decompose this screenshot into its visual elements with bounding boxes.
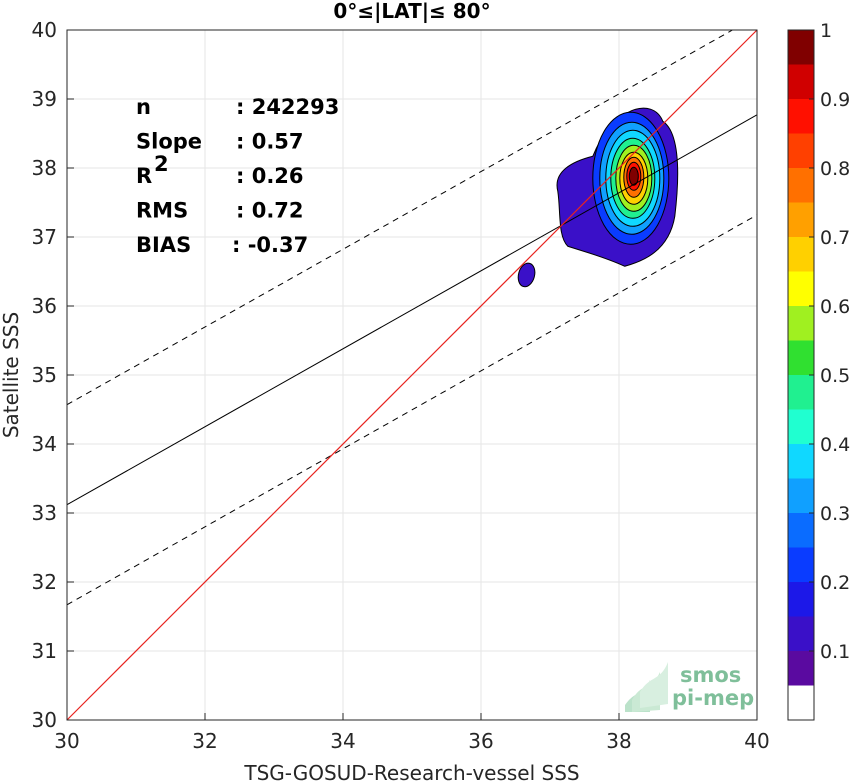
colorbar-segment	[788, 99, 814, 134]
smos-pi-mep-logo: smos pi-mep	[625, 662, 754, 712]
logo-line1: smos	[680, 663, 741, 687]
stat-label: BIAS	[136, 233, 191, 257]
y-axis-label: Satellite SSS	[0, 312, 23, 438]
stat-label: R	[136, 164, 152, 188]
y-tick-label: 36	[32, 294, 57, 318]
y-tick-label: 38	[32, 156, 57, 180]
x-tick-label: 34	[330, 729, 355, 753]
y-tick-label: 35	[32, 363, 57, 387]
colorbar-segment	[788, 375, 814, 410]
x-tick-label: 32	[192, 729, 217, 753]
colorbar-segment	[788, 168, 814, 203]
y-tick-label: 34	[32, 432, 57, 456]
x-tick-label: 36	[468, 729, 493, 753]
x-axis-label: TSG-GOSUD-Research-vessel SSS	[243, 761, 579, 784]
colorbar-tick-label: 0.9	[820, 89, 850, 111]
colorbar-segment	[788, 409, 814, 444]
stat-value: : -0.37	[232, 233, 308, 257]
y-tick-label: 39	[32, 87, 57, 111]
stat-superscript: 2	[154, 152, 169, 176]
colorbar-segment	[788, 133, 814, 168]
y-tick-label: 40	[32, 18, 57, 42]
stat-label: RMS	[136, 199, 188, 223]
stat-value: : 0.57	[236, 130, 304, 154]
colorbar-segment	[788, 64, 814, 99]
statistics-box: n : 242293 Slope : 0.57 R 2 : 0.26 RMS : 0.72 BIA…	[136, 95, 339, 257]
colorbar-segment	[788, 478, 814, 513]
colorbar-segment	[788, 685, 814, 720]
y-ticks: 30 31 32 33 34 35 36 37 38 39 40	[32, 18, 74, 732]
colorbar-segment	[788, 271, 814, 306]
colorbar-tick-label: 0.1	[820, 641, 850, 663]
colorbar-tick-label: 0.7	[820, 227, 850, 249]
colorbar-tick-label: 0.5	[820, 365, 850, 387]
y-tick-label: 30	[32, 708, 57, 732]
x-tick-label: 40	[744, 729, 769, 753]
colorbar-tick-label: 0.4	[820, 434, 850, 456]
density-small-blob	[517, 262, 536, 288]
colorbar-segment	[788, 340, 814, 375]
colorbar-segment	[788, 616, 814, 651]
colorbar-tick-label: 0.3	[820, 503, 850, 525]
colorbar-segment	[788, 306, 814, 341]
y-tick-label: 32	[32, 570, 57, 594]
colorbar-tick-label: 1	[820, 20, 832, 42]
colorbar-segment	[788, 237, 814, 272]
logo-waves-icon	[625, 662, 668, 712]
x-tick-label: 38	[606, 729, 631, 753]
stat-value: : 242293	[236, 95, 339, 119]
logo-line2: pi-mep	[672, 686, 754, 710]
stat-value: : 0.26	[236, 164, 304, 188]
density-contours	[517, 107, 679, 288]
x-ticks: 30 32 34 36 38 40	[54, 713, 770, 753]
reference-lines	[66, 29, 758, 721]
colorbar-segment	[788, 513, 814, 548]
colorbar-tick-label: 0.8	[820, 158, 850, 180]
colorbar-segment	[788, 651, 814, 686]
y-tick-label: 33	[32, 501, 57, 525]
fit-lower-dashed-line	[66, 214, 758, 606]
stat-label: Slope	[136, 130, 202, 154]
colorbar-ticks: 0.1 0.2 0.3 0.4 0.5 0.6 0.7 0.8 0.9 1	[809, 20, 850, 663]
colorbar-segment	[788, 547, 814, 582]
fit-line	[66, 114, 758, 506]
colorbar	[787, 29, 815, 721]
colorbar-tick-label: 0.2	[820, 572, 850, 594]
chart-title: 0°≤|LAT|≤ 80°	[333, 0, 490, 23]
x-tick-label: 30	[54, 729, 79, 753]
colorbar-segment	[788, 444, 814, 479]
colorbar-segment	[788, 30, 814, 65]
stat-label: n	[136, 95, 151, 119]
colorbar-segment	[788, 202, 814, 237]
colorbar-tick-label: 0.6	[820, 296, 850, 318]
y-tick-label: 31	[32, 639, 57, 663]
colorbar-segment	[788, 582, 814, 617]
stat-value: : 0.72	[236, 199, 304, 223]
density-level-10	[628, 166, 639, 186]
identity-line	[66, 29, 758, 721]
y-tick-label: 37	[32, 225, 57, 249]
